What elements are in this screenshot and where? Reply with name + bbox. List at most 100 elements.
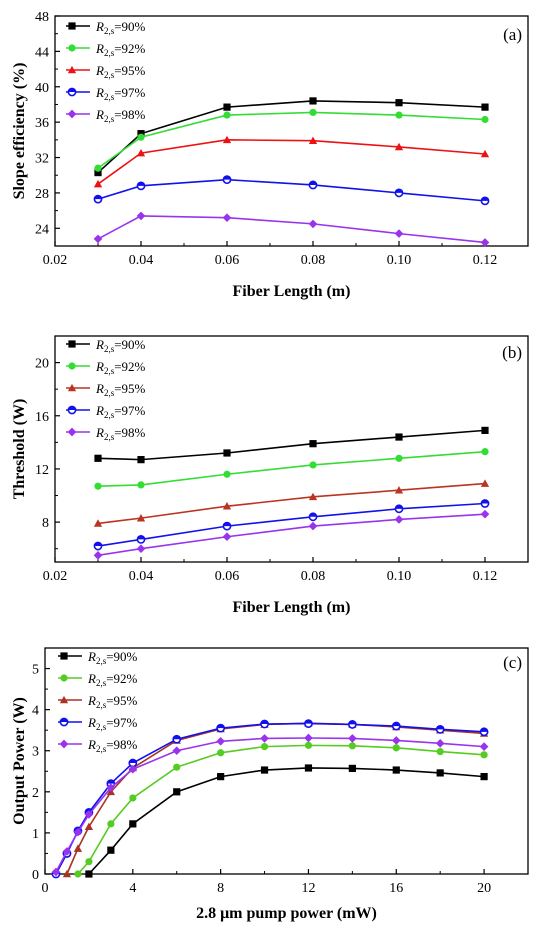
data-point <box>394 142 404 151</box>
y-axis-label: Slope efficiency (%) <box>11 63 28 200</box>
legend-label-rest: =90% <box>114 19 145 34</box>
data-point <box>222 521 232 531</box>
legend-label: R2,s=92% <box>95 359 146 376</box>
y-tick-label: 12 <box>35 463 49 478</box>
legend-marker <box>68 44 76 52</box>
legend-label-main: R <box>87 737 96 752</box>
legend-label-main: R <box>95 337 104 352</box>
series-line <box>77 744 485 875</box>
legend-entry-3: R2,s=95% <box>58 693 138 710</box>
data-point <box>172 734 182 744</box>
legend-label-rest: =97% <box>114 85 145 100</box>
x-tick-label: 16 <box>389 881 403 896</box>
legend-entry-1: R2,s=90% <box>66 19 146 36</box>
data-point <box>260 766 269 774</box>
panel-label: (b) <box>502 343 522 362</box>
data-point-half <box>173 735 181 740</box>
legend-label-sub: 2,s <box>96 700 107 710</box>
legend-label-sub: 2,s <box>104 344 115 354</box>
data-point <box>348 742 356 750</box>
data-point <box>309 97 317 105</box>
data-point <box>84 822 94 831</box>
y-axis-label: Threshold (W) <box>11 399 28 500</box>
series-line <box>97 482 486 525</box>
legend-label-rest: =98% <box>114 107 145 122</box>
data-point <box>93 541 103 551</box>
data-point <box>129 794 137 802</box>
x-tick-label: 0.10 <box>387 569 412 584</box>
data-point <box>216 723 226 733</box>
legend-marker-half <box>68 406 76 410</box>
legend-label-main: R <box>87 715 96 730</box>
legend-label-main: R <box>87 671 96 686</box>
legend-label: R2,s=90% <box>87 649 138 666</box>
data-point <box>93 179 103 188</box>
legend-label-sub: 2,s <box>104 432 115 442</box>
data-point-half <box>304 720 313 724</box>
data-point <box>128 764 138 774</box>
legend-marker-half <box>68 88 76 92</box>
x-tick-label: 0.02 <box>43 253 68 268</box>
panel-label: (c) <box>503 653 522 672</box>
legend-label-rest: =92% <box>114 359 145 374</box>
data-point <box>84 810 94 819</box>
data-point <box>309 461 317 469</box>
legend-entry-2: R2,s=92% <box>66 359 146 376</box>
legend-entry-4: R2,s=97% <box>58 715 138 732</box>
legend-label-main: R <box>95 425 104 440</box>
legend-marker <box>68 22 76 30</box>
y-tick-label: 16 <box>35 410 49 425</box>
data-point <box>435 724 445 734</box>
data-point <box>395 433 403 441</box>
legend-marker <box>67 87 77 97</box>
data-point <box>222 532 232 542</box>
data-point <box>394 515 404 524</box>
data-point <box>94 482 102 490</box>
data-point-half <box>94 195 102 200</box>
legend-marker <box>67 405 77 415</box>
legend-label-rest: =95% <box>106 693 137 708</box>
data-point <box>73 827 83 837</box>
legend-label: R2,s=98% <box>95 425 146 442</box>
legend-label-sub: 2,s <box>96 744 107 754</box>
data-point <box>348 764 356 772</box>
data-point-half <box>217 724 225 729</box>
y-tick-label: 4 <box>32 704 39 719</box>
legend-label: R2,s=92% <box>87 671 138 688</box>
data-point <box>480 499 490 508</box>
data-point <box>93 234 103 244</box>
legend-entry-5: R2,s=98% <box>66 425 146 442</box>
legend-label-rest: =92% <box>106 671 137 686</box>
legend-label-sub: 2,s <box>104 366 115 376</box>
data-point <box>136 148 146 157</box>
legend-marker <box>60 674 68 682</box>
legend-label: R2,s=97% <box>95 85 146 102</box>
data-point <box>223 449 231 457</box>
x-tick-label: 0.12 <box>473 253 498 268</box>
legend-label: R2,s=95% <box>95 63 146 80</box>
data-point <box>309 440 317 448</box>
y-tick-label: 0 <box>32 868 39 883</box>
legend-entry-4: R2,s=97% <box>66 85 146 102</box>
data-point-half <box>481 197 489 201</box>
data-point <box>481 426 489 434</box>
legend-label-rest: =90% <box>106 649 137 664</box>
data-point <box>480 479 490 487</box>
legend-marker <box>67 109 77 119</box>
data-point <box>435 739 445 748</box>
data-point <box>222 135 232 144</box>
legend-entry-5: R2,s=98% <box>58 737 138 754</box>
legend-entry-2: R2,s=92% <box>58 671 138 688</box>
data-point <box>308 512 318 522</box>
legend-label-sub: 2,s <box>104 70 115 80</box>
data-point <box>85 870 93 878</box>
data-point-half <box>481 499 489 504</box>
series-2 <box>74 741 488 878</box>
data-point <box>94 168 102 177</box>
data-point <box>392 766 400 774</box>
legend-label-rest: =98% <box>114 425 145 440</box>
legend-label-main: R <box>87 649 96 664</box>
data-point <box>51 867 61 877</box>
data-point-half <box>137 535 145 540</box>
